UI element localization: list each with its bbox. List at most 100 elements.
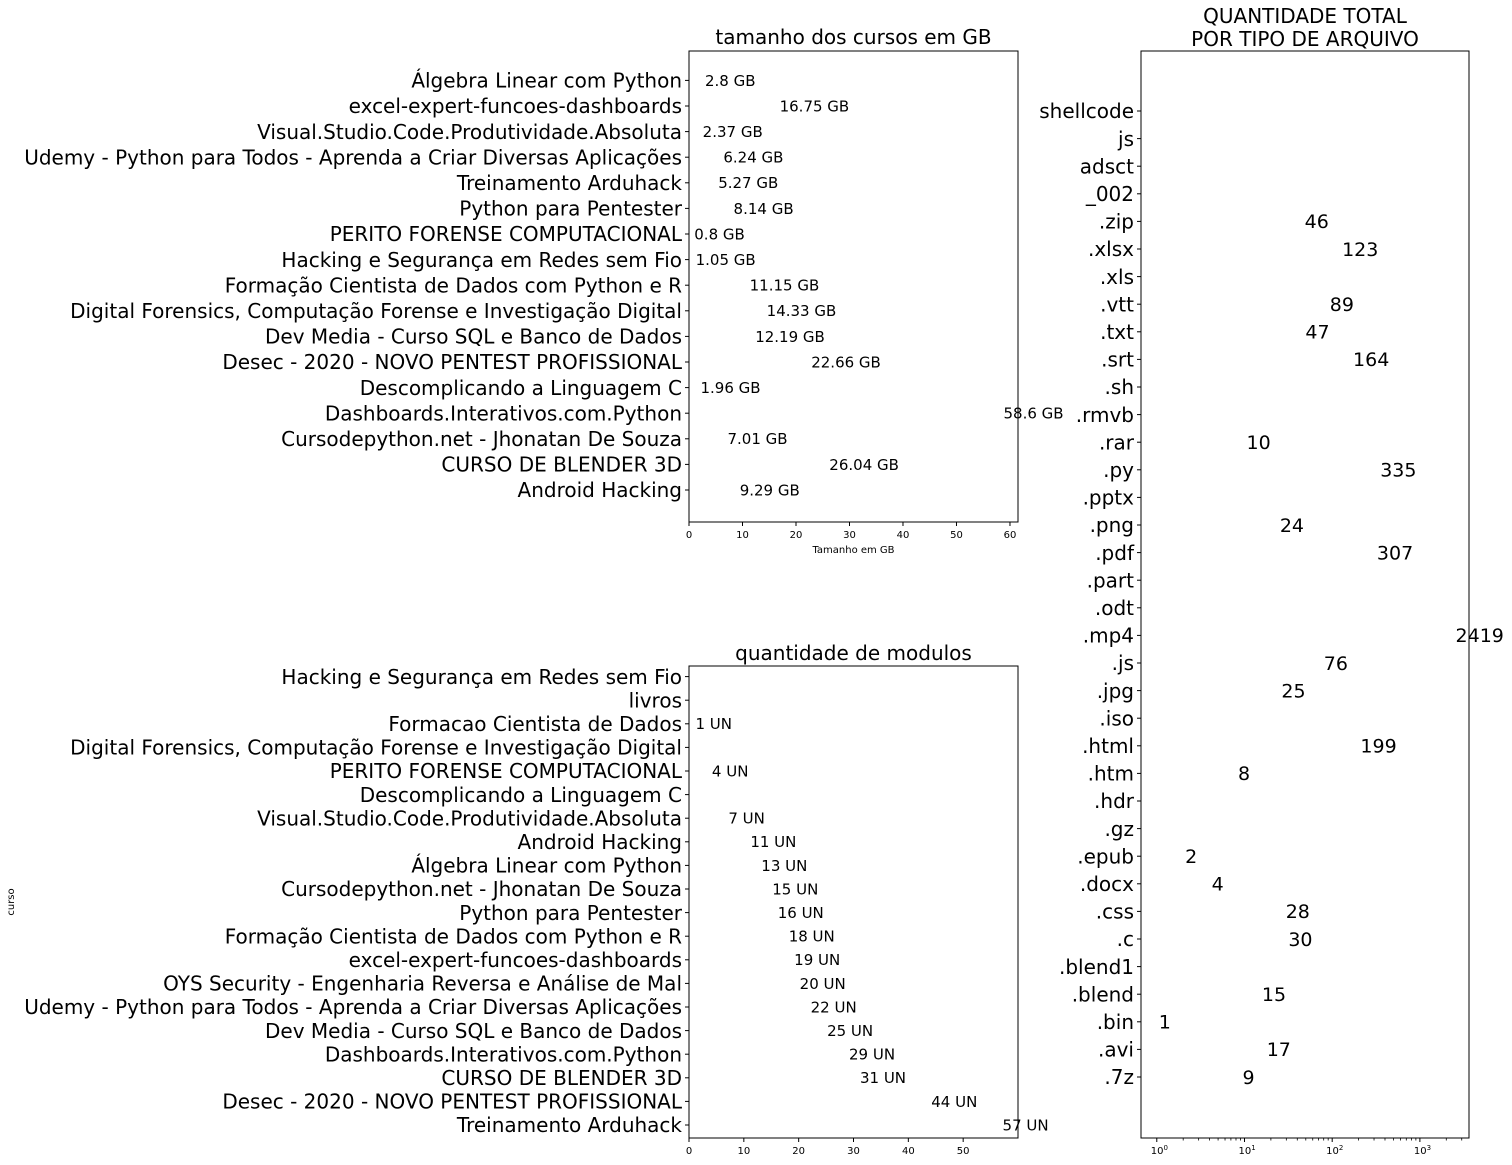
category-label: .blend	[1072, 982, 1134, 1006]
data-label: 18 UN	[789, 928, 835, 946]
data-label: 15	[1262, 984, 1286, 1006]
category-label: Álgebra Linear com Python	[411, 854, 682, 878]
category-label: .pdf	[1095, 541, 1135, 565]
category-label: .docx	[1080, 872, 1134, 896]
x-tick-label: 100	[1151, 1144, 1168, 1157]
category-label: .srt	[1101, 348, 1134, 372]
data-label: 2	[1185, 846, 1197, 868]
category-label: .py	[1103, 458, 1134, 482]
data-label: 26.04 GB	[829, 456, 899, 474]
category-label: .html	[1082, 734, 1134, 758]
category-label: Visual.Studio.Code.Produtividade.Absolut…	[257, 806, 682, 830]
data-label: 10	[1246, 432, 1270, 454]
category-label: js	[1117, 127, 1134, 151]
category-label: .c	[1117, 927, 1134, 951]
data-label: 89	[1330, 294, 1354, 316]
data-label: 58.6 GB	[1003, 405, 1063, 423]
category-label: Digital Forensics, Computação Forense e …	[70, 736, 682, 760]
x-axis-label: Tamanho em GB	[811, 545, 894, 556]
data-label: 76	[1324, 653, 1348, 675]
category-label: .hdr	[1094, 789, 1135, 813]
data-label: 31 UN	[860, 1069, 906, 1087]
data-label: 6.24 GB	[723, 149, 783, 167]
category-label: .gz	[1104, 817, 1134, 841]
plot-frame	[688, 50, 1019, 523]
data-label: 11.15 GB	[750, 277, 820, 295]
data-label: 5.27 GB	[718, 174, 778, 192]
x-tick-label: 50	[950, 530, 963, 541]
data-label: 12.19 GB	[755, 328, 825, 346]
category-label: excel-expert-funcoes-dashboards	[349, 94, 682, 118]
category-label: .rmvb	[1076, 403, 1134, 427]
category-label: Android Hacking	[518, 830, 682, 854]
x-tick-label: 20	[792, 1146, 805, 1157]
category-label: Formação Cientista de Dados com Python e…	[225, 273, 682, 297]
category-label: .blend1	[1059, 955, 1134, 979]
data-label: 1.96 GB	[700, 379, 760, 397]
data-label: 20 UN	[800, 975, 846, 993]
category-label: .iso	[1099, 706, 1134, 730]
x-tick-label: 10	[737, 1146, 750, 1157]
category-label: .pptx	[1083, 486, 1135, 510]
category-label: Formacao Cientista de Dados	[388, 712, 682, 736]
category-label: Desec - 2020 - NOVO PENTEST PROFISSIONAL	[222, 1090, 683, 1114]
data-label: 164	[1353, 349, 1389, 371]
data-label: 335	[1380, 460, 1416, 482]
plot-frame	[1140, 50, 1470, 1139]
category-label: .css	[1096, 900, 1134, 924]
category-label: CURSO DE BLENDER 3D	[441, 453, 682, 477]
category-label: PERITO FORENSE COMPUTACIONAL	[330, 222, 683, 246]
category-label: .bin	[1097, 1010, 1134, 1034]
category-label: PERITO FORENSE COMPUTACIONAL	[330, 759, 683, 783]
category-label: livros	[629, 688, 682, 712]
data-label: 2.8 GB	[705, 72, 756, 90]
data-label: 1.05 GB	[696, 251, 756, 269]
category-label: .jpg	[1097, 679, 1134, 703]
data-label: 25 UN	[827, 1022, 873, 1040]
chart-title: quantidade de modulos	[735, 641, 972, 665]
chart-module-count: Treinamento Arduhack 57 UN Desec - 2020 - …	[6, 641, 1049, 1157]
category-label: Álgebra Linear com Python	[411, 69, 682, 93]
category-label: .zip	[1099, 210, 1134, 234]
x-tick-label: 10	[736, 530, 749, 541]
category-label: .js	[1112, 651, 1134, 675]
data-label: 16 UN	[778, 904, 824, 922]
data-label: 8.14 GB	[734, 200, 794, 218]
data-label: 44 UN	[931, 1093, 977, 1111]
category-label: Desec - 2020 - NOVO PENTEST PROFISSIONAL	[222, 350, 683, 374]
data-label: 14.33 GB	[767, 302, 837, 320]
category-label: .epub	[1077, 844, 1134, 868]
data-label: 4 UN	[712, 762, 749, 780]
chart-title: tamanho dos cursos em GB	[715, 25, 991, 49]
category-label: .rar	[1099, 430, 1135, 454]
category-label: Cursodepython.net - Jhonatan De Souza	[281, 427, 682, 451]
category-label: .htm	[1088, 762, 1134, 786]
x-tick-label: 102	[1326, 1144, 1343, 1157]
category-label: .xls	[1100, 265, 1134, 289]
data-label: 0.8 GB	[694, 225, 745, 243]
data-label: 199	[1360, 736, 1396, 758]
data-label: 16.75 GB	[780, 97, 850, 115]
category-label: Udemy - Python para Todos - Aprenda a Cr…	[24, 145, 682, 169]
data-label: 22.66 GB	[811, 353, 881, 371]
x-tick-label: 0	[686, 1146, 692, 1157]
x-tick-label: 30	[843, 530, 856, 541]
data-label: 4	[1212, 874, 1224, 896]
x-tick-label: 30	[847, 1146, 860, 1157]
category-label: .sh	[1105, 375, 1134, 399]
category-label: .odt	[1095, 596, 1134, 620]
data-label: 2419	[1456, 625, 1504, 647]
category-label: .part	[1087, 568, 1135, 592]
chart-course-size: Android Hacking 9.29 GB CURSO DE BLENDER 3…	[24, 25, 1063, 556]
data-label: 7.01 GB	[728, 430, 788, 448]
category-label: excel-expert-funcoes-dashboards	[349, 948, 682, 972]
data-label: 17	[1267, 1039, 1291, 1061]
category-label: Descomplicando a Linguagem C	[360, 376, 682, 400]
category-label: Hacking e Segurança em Redes sem Fio	[281, 248, 682, 272]
category-label: .vtt	[1100, 292, 1134, 316]
data-label: 2.37 GB	[703, 123, 763, 141]
data-label: 8	[1238, 763, 1250, 785]
data-label: 11 UN	[750, 833, 796, 851]
x-tick-label: 0	[686, 530, 692, 541]
category-label: Descomplicando a Linguagem C	[360, 783, 682, 807]
